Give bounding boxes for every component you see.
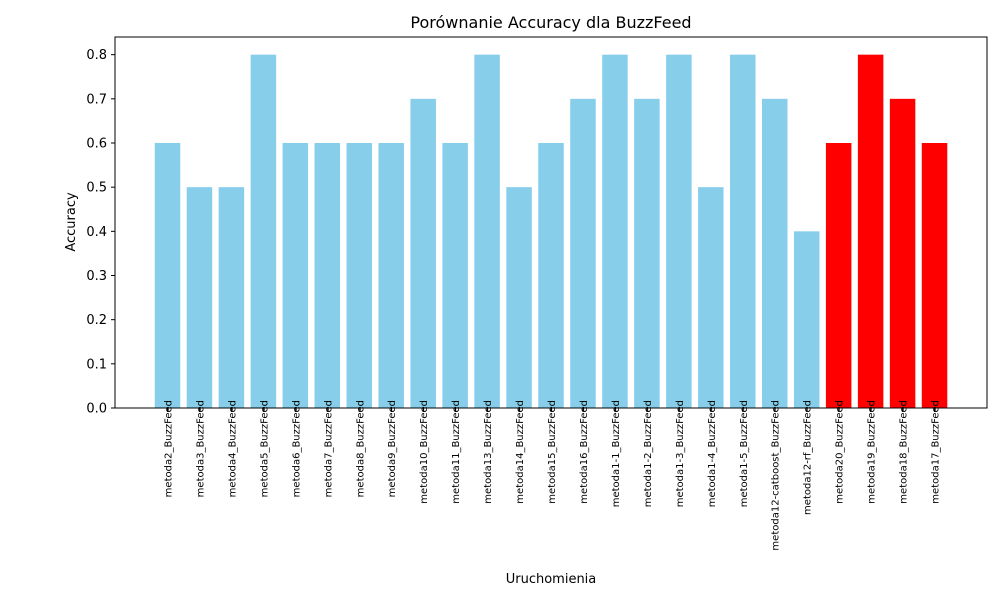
bar-metoda1-1_BuzzFeed	[602, 54, 628, 409]
x-tick-label: metoda1-2_BuzzFeed	[643, 400, 654, 507]
bar-metoda8_BuzzFeed	[346, 143, 373, 408]
bar-metoda20_BuzzFeed	[825, 143, 852, 408]
x-tick-label: metoda10_BuzzFeed	[419, 400, 430, 504]
bar-metoda12-catboost_BuzzFeed	[761, 98, 788, 408]
x-tick-label: metoda3_BuzzFeed	[195, 400, 206, 497]
bar-metoda7_BuzzFeed	[314, 143, 341, 408]
x-tick-label: metoda1-4_BuzzFeed	[707, 400, 718, 507]
y-axis: 0.0 0.1 0.2 0.3 0.4 0.5 0.6 0.7 0.8	[86, 48, 115, 417]
x-tick-label: metoda9_BuzzFeed	[387, 400, 398, 497]
y-tick-label: 0.3	[86, 269, 107, 284]
bars-layer	[154, 54, 948, 409]
x-tick-label: metoda2_BuzzFeed	[164, 400, 175, 497]
bar-metoda13_BuzzFeed	[474, 54, 500, 409]
bar-metoda2_BuzzFeed	[154, 143, 181, 408]
y-tick-label: 0.4	[86, 225, 107, 240]
bar-metoda14_BuzzFeed	[506, 187, 532, 408]
bar-metoda1-5_BuzzFeed	[730, 54, 756, 409]
bar-metoda15_BuzzFeed	[538, 143, 564, 408]
y-tick-label: 0.2	[86, 313, 107, 328]
x-tick-label: metoda11_BuzzFeed	[451, 400, 462, 504]
x-tick-label: metoda6_BuzzFeed	[291, 400, 302, 497]
bar-metoda11_BuzzFeed	[442, 143, 468, 408]
x-axis: metoda2_BuzzFeed metoda3_BuzzFeed metoda4_…	[164, 400, 942, 551]
x-tick-label: metoda13_BuzzFeed	[483, 400, 494, 504]
bar-metoda6_BuzzFeed	[282, 143, 309, 408]
x-tick-label: metoda14_BuzzFeed	[515, 400, 526, 504]
bar-metoda1-2_BuzzFeed	[634, 98, 660, 408]
x-tick-label: metoda12-rf_BuzzFeed	[803, 400, 814, 515]
x-tick-label: metoda17_BuzzFeed	[931, 400, 942, 504]
bar-metoda12-rf_BuzzFeed	[793, 231, 820, 408]
bar-metoda17_BuzzFeed	[921, 143, 948, 408]
y-tick-label: 0.7	[86, 92, 107, 107]
x-tick-label: metoda12-catboost_BuzzFeed	[771, 400, 782, 551]
bar-metoda1-3_BuzzFeed	[666, 54, 692, 409]
x-tick-label: metoda8_BuzzFeed	[355, 400, 366, 497]
x-tick-label: metoda20_BuzzFeed	[835, 400, 846, 504]
x-tick-label: metoda7_BuzzFeed	[323, 400, 334, 497]
bar-metoda19_BuzzFeed	[857, 54, 884, 409]
x-tick-label: metoda4_BuzzFeed	[227, 400, 238, 497]
x-tick-label: metoda5_BuzzFeed	[259, 400, 270, 497]
bar-metoda10_BuzzFeed	[410, 98, 436, 408]
bar-metoda3_BuzzFeed	[186, 187, 213, 408]
x-tick-label: metoda19_BuzzFeed	[867, 400, 878, 504]
chart-title: Porównanie Accuracy dla BuzzFeed	[410, 13, 691, 32]
y-tick-label: 0.8	[86, 48, 107, 63]
y-tick-label: 0.0	[86, 402, 107, 417]
y-tick-label: 0.1	[86, 357, 107, 372]
y-tick-label: 0.6	[86, 137, 107, 152]
x-tick-label: metoda16_BuzzFeed	[579, 400, 590, 504]
x-axis-label: Uruchomienia	[506, 572, 597, 587]
x-tick-label: metoda1-3_BuzzFeed	[675, 400, 686, 507]
x-tick-label: metoda18_BuzzFeed	[899, 400, 910, 504]
x-tick-label: metoda1-5_BuzzFeed	[739, 400, 750, 507]
bar-metoda5_BuzzFeed	[250, 54, 277, 409]
y-axis-label: Accuracy	[64, 192, 79, 252]
bar-metoda4_BuzzFeed	[218, 187, 245, 408]
bar-metoda9_BuzzFeed	[378, 143, 404, 408]
y-tick-label: 0.5	[86, 181, 107, 196]
bar-metoda18_BuzzFeed	[889, 98, 916, 408]
bar-metoda16_BuzzFeed	[570, 98, 596, 408]
x-tick-label: metoda15_BuzzFeed	[547, 400, 558, 504]
bar-metoda1-4_BuzzFeed	[698, 187, 724, 408]
x-tick-label: metoda1-1_BuzzFeed	[611, 400, 622, 507]
plot-frame	[114, 36, 988, 409]
